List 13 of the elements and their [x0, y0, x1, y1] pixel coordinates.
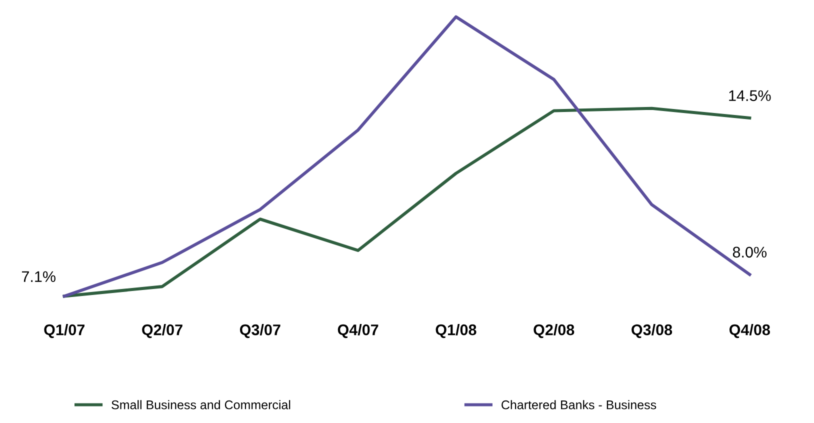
data-label: 14.5% [729, 90, 771, 102]
legend-label: Small Business and Commercial [112, 400, 290, 410]
x-tick-label: Q4/08 [729, 324, 770, 338]
data-label: 8.0% [732, 246, 767, 258]
x-tick-label: Q1/08 [436, 324, 476, 338]
legend-label: Chartered Banks - Business [502, 400, 656, 410]
x-tick-label: Q4/07 [338, 324, 378, 338]
x-tick-label: Q2/07 [142, 324, 182, 338]
x-tick-label: Q2/08 [534, 324, 574, 338]
x-tick-label: Q3/07 [240, 324, 280, 338]
x-tick-label: Q3/08 [632, 324, 672, 338]
x-tick-label: Q1/07 [44, 324, 84, 338]
data-label: 7.1% [22, 271, 56, 282]
